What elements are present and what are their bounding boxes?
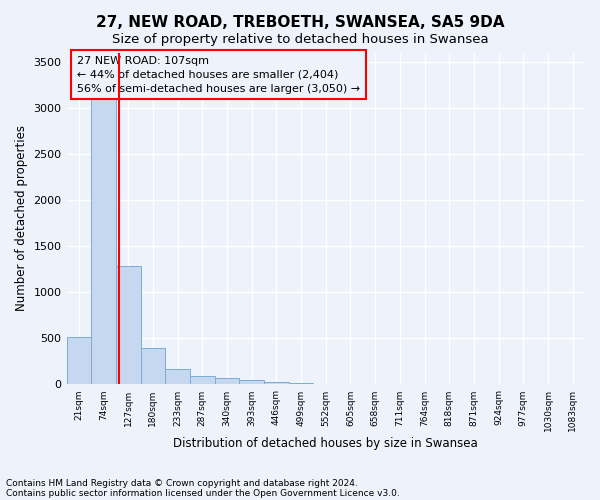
Text: Size of property relative to detached houses in Swansea: Size of property relative to detached ho…: [112, 32, 488, 46]
Bar: [215, 378, 239, 384]
Bar: [289, 383, 313, 384]
Bar: [190, 376, 215, 384]
Bar: [140, 348, 165, 384]
Bar: [91, 73, 116, 384]
Bar: [239, 380, 264, 384]
Text: 27 NEW ROAD: 107sqm
← 44% of detached houses are smaller (2,404)
56% of semi-det: 27 NEW ROAD: 107sqm ← 44% of detached ho…: [77, 56, 360, 94]
Bar: [264, 382, 289, 384]
Text: Contains public sector information licensed under the Open Government Licence v3: Contains public sector information licen…: [6, 488, 400, 498]
Bar: [67, 338, 91, 384]
Text: Contains HM Land Registry data © Crown copyright and database right 2024.: Contains HM Land Registry data © Crown c…: [6, 478, 358, 488]
Bar: [165, 369, 190, 384]
X-axis label: Distribution of detached houses by size in Swansea: Distribution of detached houses by size …: [173, 437, 478, 450]
Text: 27, NEW ROAD, TREBOETH, SWANSEA, SA5 9DA: 27, NEW ROAD, TREBOETH, SWANSEA, SA5 9DA: [96, 15, 504, 30]
Y-axis label: Number of detached properties: Number of detached properties: [15, 126, 28, 312]
Bar: [116, 266, 140, 384]
